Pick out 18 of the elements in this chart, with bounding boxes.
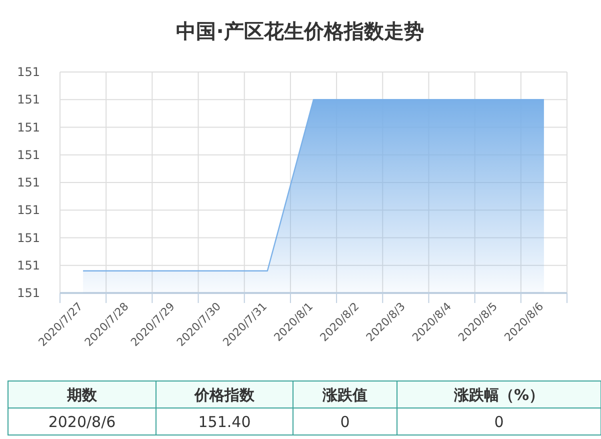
- y-tick-label: 151: [17, 148, 40, 162]
- y-tick-label: 151: [17, 176, 40, 190]
- text: 价格指数: [194, 386, 256, 404]
- text: 151.40: [198, 413, 251, 431]
- y-tick-label: 151: [17, 120, 40, 134]
- y-tick-label: 151: [17, 258, 40, 272]
- text: 0: [340, 413, 350, 431]
- text: 2020/8/6: [48, 413, 116, 431]
- y-tick-label: 151: [17, 92, 40, 107]
- y-tick-label: 151: [17, 203, 40, 218]
- y-tick-label: 151: [17, 65, 40, 79]
- text: 期数: [66, 386, 98, 404]
- text: 涨跌值: [322, 386, 368, 404]
- chart-title: 中国·产区花生价格指数走势: [176, 19, 424, 43]
- text: 0: [494, 413, 504, 431]
- y-tick-label: 151: [17, 286, 40, 300]
- text: 涨跌幅（%）: [452, 386, 544, 404]
- y-tick-label: 151: [17, 230, 40, 245]
